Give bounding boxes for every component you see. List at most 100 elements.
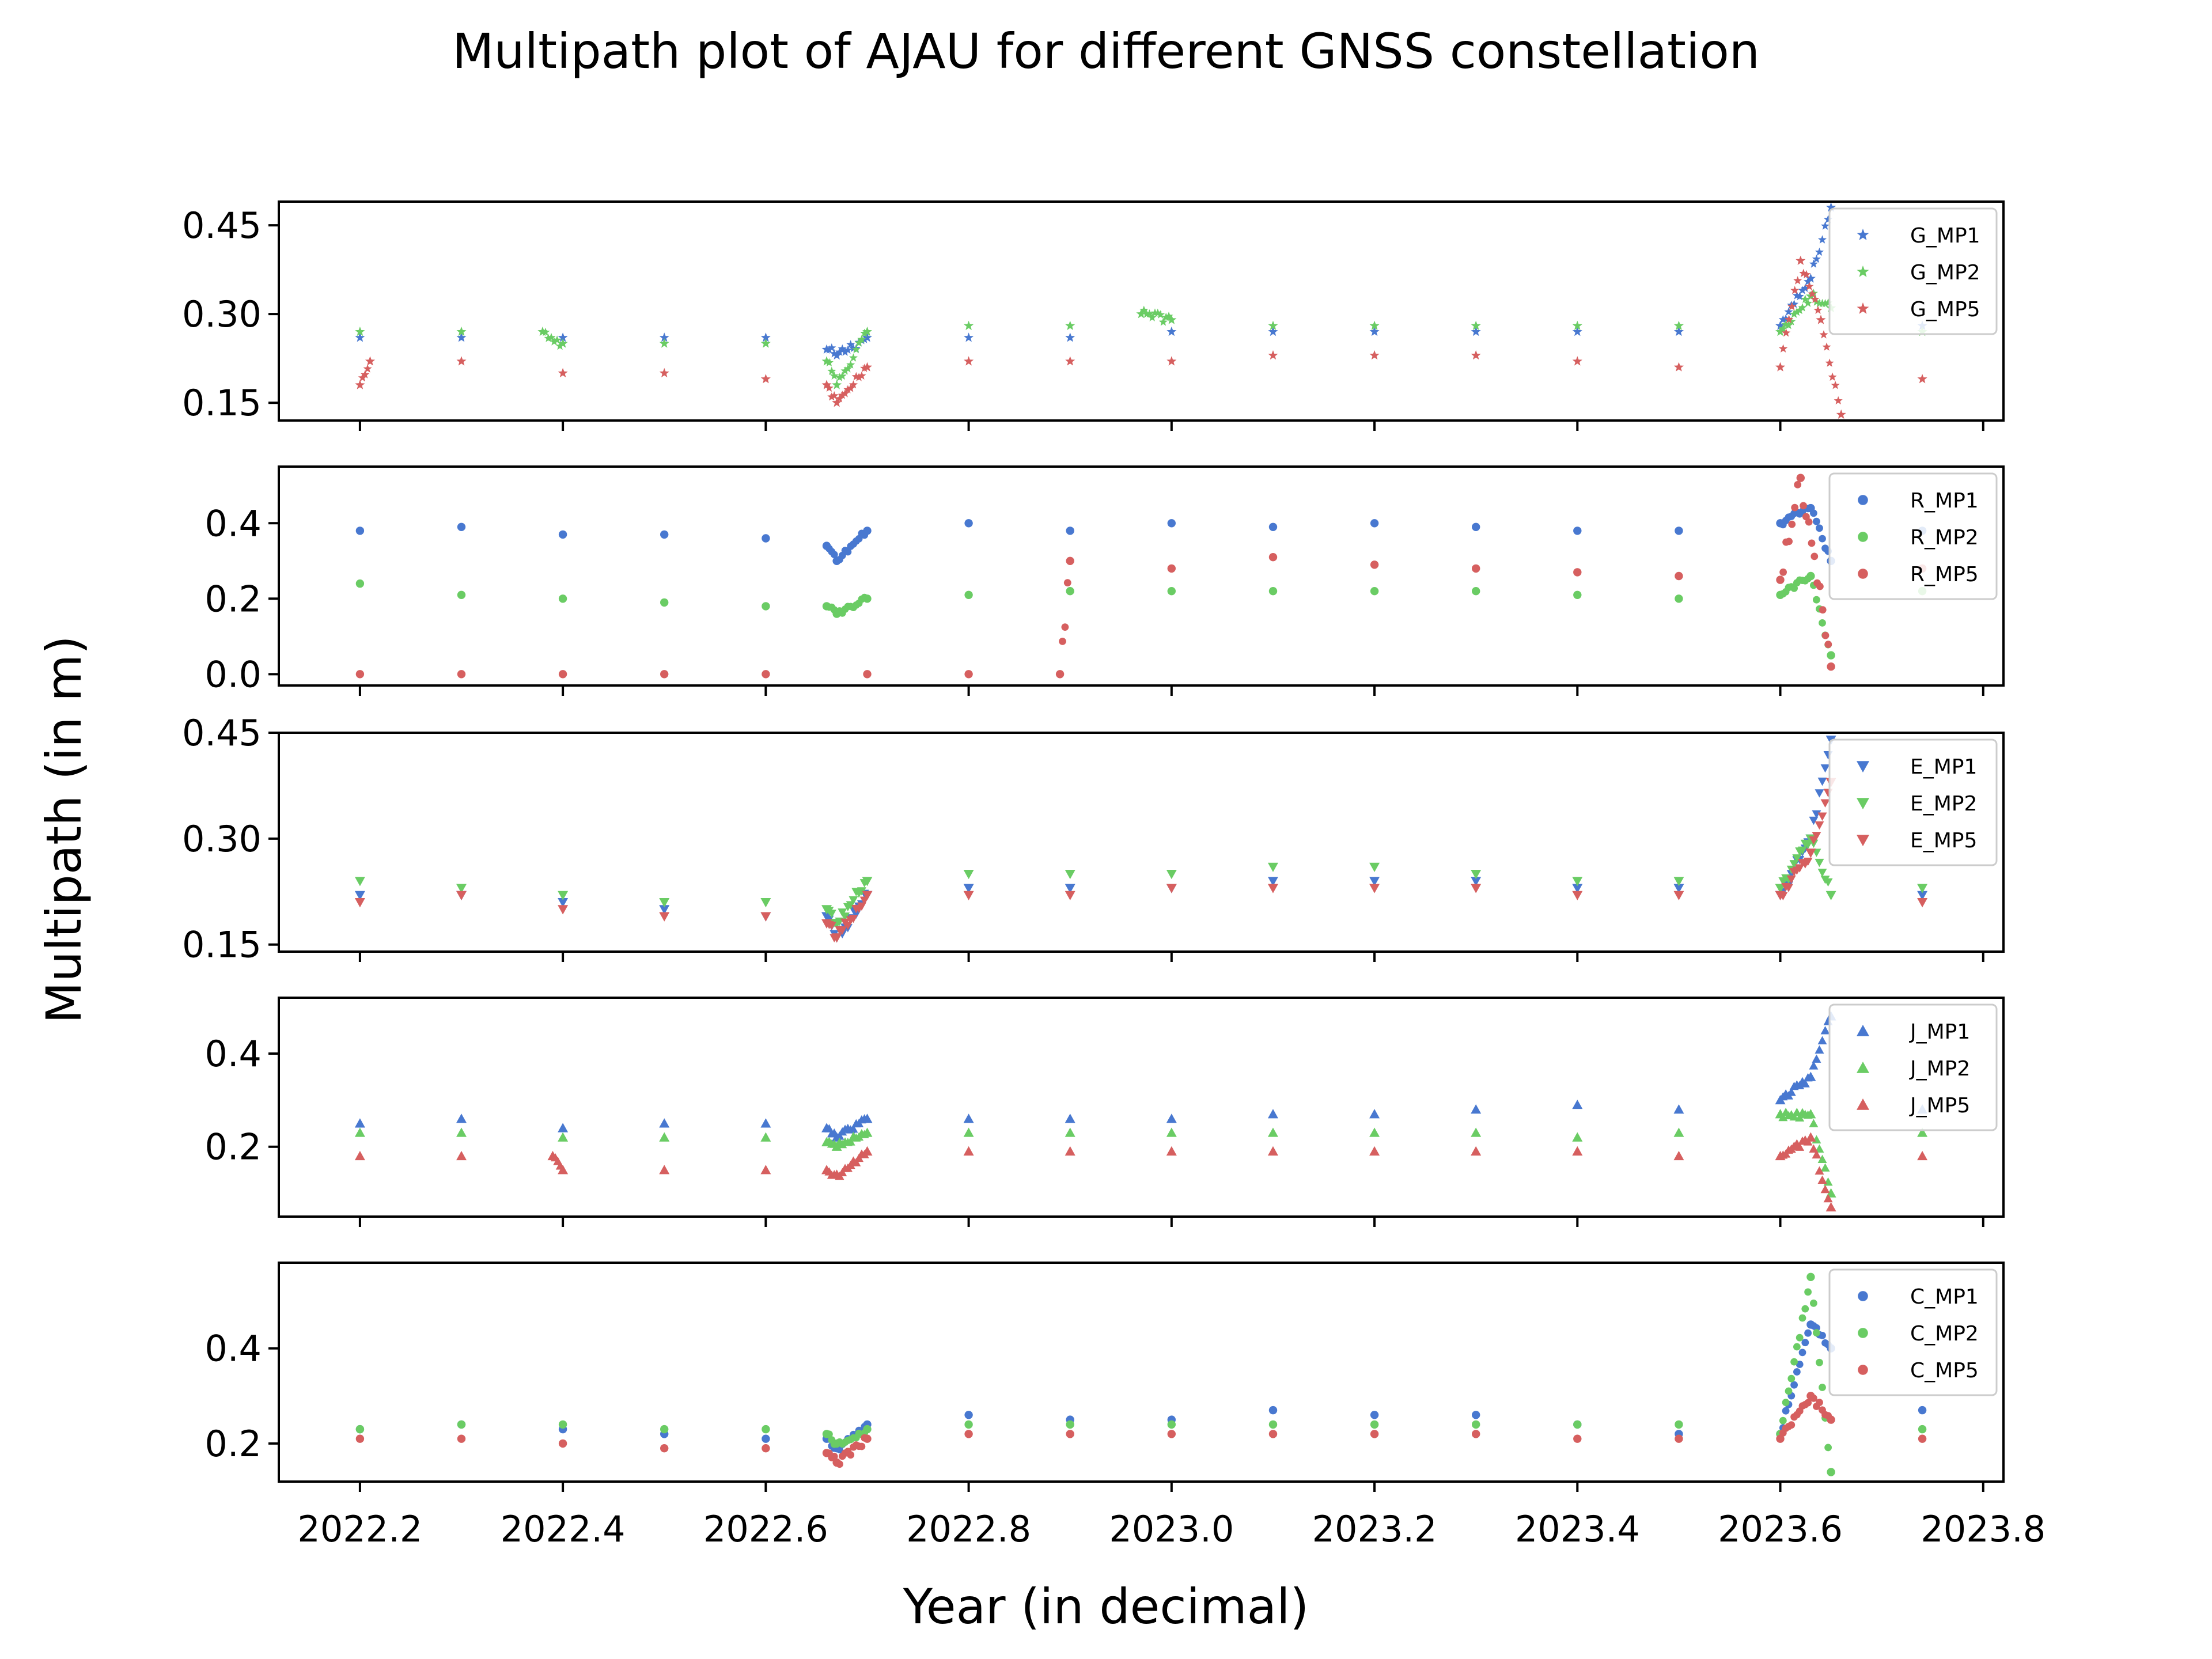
data-point xyxy=(1798,1314,1806,1322)
data-point xyxy=(1803,1073,1813,1082)
y-tick-label: 0.15 xyxy=(182,382,262,424)
data-point xyxy=(659,912,670,922)
legend-marker xyxy=(1857,1025,1869,1036)
data-point xyxy=(354,877,365,887)
data-point xyxy=(660,1425,669,1434)
series-J_MP5 xyxy=(354,1132,1928,1212)
data-point xyxy=(456,1150,467,1161)
data-point xyxy=(659,905,670,915)
data-point xyxy=(355,332,365,342)
data-point xyxy=(1472,1420,1480,1429)
data-point xyxy=(456,1113,467,1123)
data-point xyxy=(1798,286,1807,294)
data-point xyxy=(846,360,855,369)
data-point xyxy=(838,371,847,380)
legend-J: J_MP1 J_MP2 J_MP5 xyxy=(1828,1003,1998,1131)
y-tick-label: 0.45 xyxy=(182,712,262,754)
data-point xyxy=(762,1425,770,1434)
legend-marker xyxy=(1857,302,1869,314)
data-point xyxy=(854,373,863,381)
data-point xyxy=(1066,1430,1074,1438)
data-point xyxy=(1066,586,1074,596)
data-point xyxy=(1918,1406,1927,1415)
data-point xyxy=(1820,1184,1830,1194)
data-point xyxy=(1819,619,1826,627)
data-point xyxy=(355,670,365,679)
data-point xyxy=(827,910,836,918)
data-point xyxy=(1812,832,1821,840)
data-point xyxy=(1827,1468,1835,1476)
data-point xyxy=(1471,326,1481,336)
data-point xyxy=(1793,1368,1801,1376)
data-point xyxy=(964,670,973,679)
data-point xyxy=(558,1439,567,1448)
data-point xyxy=(1813,517,1820,525)
series-R_MP1 xyxy=(355,503,1927,565)
data-point xyxy=(660,598,669,607)
legend-marker xyxy=(1858,1291,1868,1301)
data-point xyxy=(1805,518,1813,526)
data-point xyxy=(1161,312,1171,321)
legend-label: R_MP1 xyxy=(1910,489,1979,513)
data-point xyxy=(835,394,844,403)
data-point xyxy=(849,896,858,905)
data-point xyxy=(1369,1127,1380,1137)
data-point xyxy=(1824,298,1833,307)
data-point xyxy=(541,327,550,336)
data-point xyxy=(355,326,365,336)
data-point xyxy=(1065,320,1075,330)
data-point xyxy=(1804,298,1813,307)
data-point xyxy=(1063,579,1071,586)
series-R_MP5 xyxy=(355,474,1927,679)
data-point xyxy=(1166,356,1177,366)
legend-R: R_MP1 R_MP2 R_MP5 xyxy=(1828,472,1998,600)
data-point xyxy=(851,344,861,354)
data-point xyxy=(1809,816,1819,825)
data-point xyxy=(1268,553,1278,562)
data-point xyxy=(558,1123,569,1132)
data-point xyxy=(1809,1061,1819,1070)
data-point xyxy=(760,1165,771,1175)
data-point xyxy=(1370,560,1379,569)
legend-label: E_MP1 xyxy=(1910,755,1977,779)
data-point xyxy=(1472,564,1480,573)
subplot-C: 0.2 0.4 2022.2 2022.4 2022.6 2022.8 2023.0 2023… xyxy=(204,1262,2046,1550)
data-point xyxy=(355,1425,365,1434)
data-point xyxy=(1268,1420,1278,1429)
data-point xyxy=(1917,897,1928,908)
data-point xyxy=(1675,1420,1683,1429)
data-point xyxy=(365,356,376,366)
legend-E: E_MP1 E_MP2 E_MP5 xyxy=(1828,738,1998,866)
legend-label: R_MP5 xyxy=(1910,563,1979,586)
data-point xyxy=(849,1124,858,1133)
data-point xyxy=(963,884,974,893)
data-point xyxy=(1816,582,1824,590)
data-point xyxy=(1797,846,1807,855)
data-point xyxy=(456,356,467,366)
data-point xyxy=(1572,320,1582,330)
data-point xyxy=(843,922,853,930)
data-point xyxy=(1800,1079,1810,1088)
data-point xyxy=(1796,1361,1804,1368)
data-point xyxy=(1918,1434,1927,1443)
data-point xyxy=(964,590,973,600)
data-point xyxy=(1471,869,1482,880)
data-point xyxy=(1369,326,1380,336)
data-point xyxy=(1167,586,1176,596)
data-point xyxy=(849,353,858,362)
data-point xyxy=(1779,1416,1787,1425)
data-point xyxy=(1472,522,1480,531)
data-point xyxy=(964,1411,973,1419)
data-point xyxy=(1823,1194,1833,1203)
data-point xyxy=(1820,221,1830,230)
legend-marker xyxy=(1857,835,1869,846)
y-tick-label: 0.4 xyxy=(204,1328,262,1370)
data-point xyxy=(1808,289,1817,298)
data-point xyxy=(1268,326,1278,336)
data-point xyxy=(762,1434,770,1443)
data-point xyxy=(1805,282,1814,290)
data-point xyxy=(963,1146,974,1156)
data-point xyxy=(1673,1150,1684,1161)
data-point xyxy=(1817,1154,1827,1163)
data-point xyxy=(1164,312,1173,320)
